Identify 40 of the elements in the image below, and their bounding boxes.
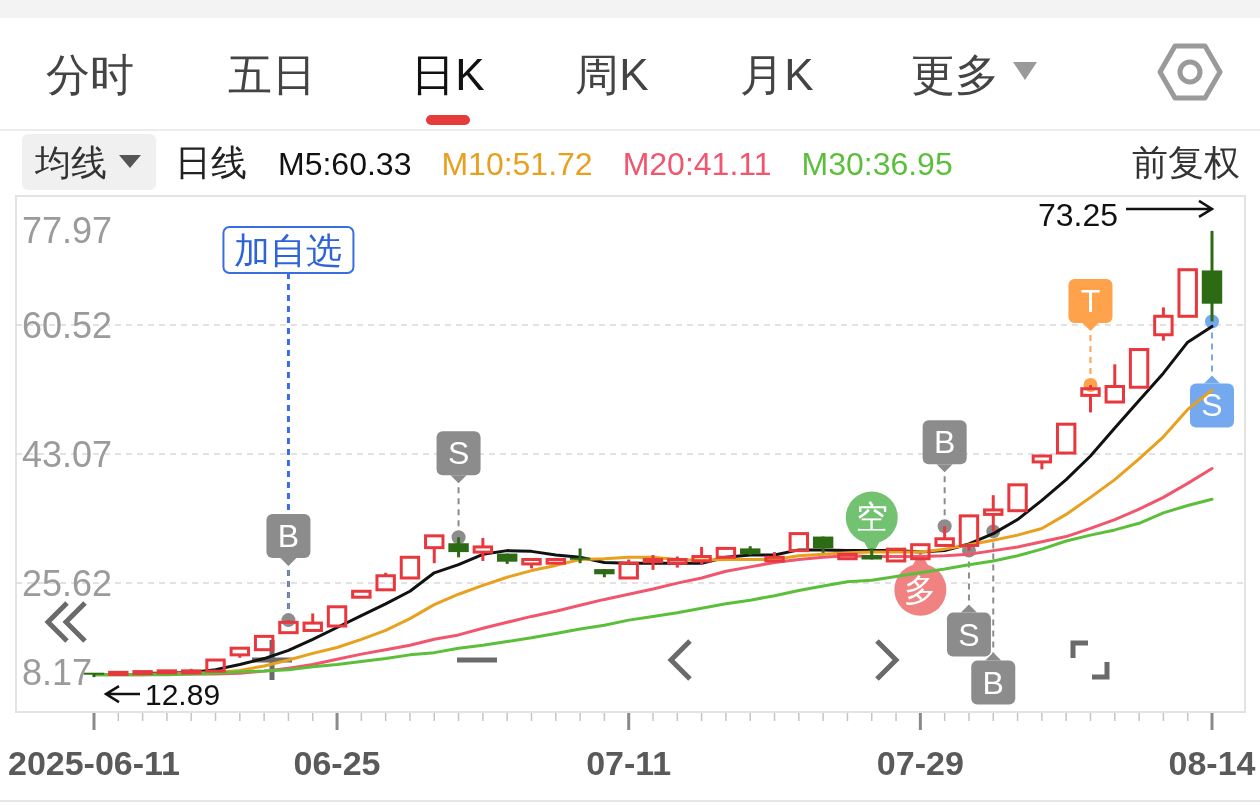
annotation: 加自选 bbox=[234, 230, 343, 271]
signal-balloon: 多 bbox=[894, 551, 947, 616]
data-label: S bbox=[1201, 387, 1223, 424]
y-tick-label: 77.97 bbox=[22, 210, 113, 251]
y-tick-label: 60.52 bbox=[22, 305, 113, 346]
tab-label: 月K bbox=[740, 50, 814, 99]
x-tick-label: 08-14 bbox=[1168, 744, 1256, 782]
signal-tag: B bbox=[266, 514, 311, 622]
data-label: B bbox=[933, 424, 956, 461]
legend-entry: M30:36.95 bbox=[801, 146, 953, 182]
extreme-label: 73.25 bbox=[1037, 196, 1118, 233]
adjust-mode-label: 前复权 bbox=[1132, 142, 1240, 183]
dropdown-button: 均线 bbox=[22, 134, 156, 190]
tab-label: 周K bbox=[575, 50, 649, 99]
x-tick-label: 07-11 bbox=[586, 744, 672, 782]
legend-title: 日线 bbox=[175, 142, 247, 183]
signal-tag: T bbox=[1068, 279, 1113, 387]
signal-tag: B bbox=[922, 420, 967, 528]
data-label: 多 bbox=[904, 571, 937, 608]
tab-label-selected: 日K bbox=[411, 50, 485, 99]
y-tick-label: 25.62 bbox=[22, 563, 113, 604]
extreme-label: 12.89 bbox=[145, 677, 221, 711]
legend-entry: M20:41.11 bbox=[622, 146, 772, 182]
y-tick-label: 8.17 bbox=[22, 652, 93, 693]
tab-label: 分时 bbox=[46, 50, 134, 99]
signal-tag: S bbox=[436, 431, 481, 539]
tab-label: 更多 bbox=[911, 50, 999, 99]
data-label: T bbox=[1080, 283, 1101, 320]
data-label: 空 bbox=[855, 499, 888, 536]
x-tick-label: 06-25 bbox=[293, 744, 381, 782]
x-tick-label: 2025-06-11 bbox=[8, 744, 180, 782]
data-label: B bbox=[982, 664, 1004, 701]
x-tick-label: 07-29 bbox=[876, 744, 964, 782]
data-label: B bbox=[277, 518, 300, 555]
y-tick-label: 43.07 bbox=[22, 434, 113, 475]
legend-entry: M10:51.72 bbox=[441, 146, 593, 182]
tab-label: 五日 bbox=[228, 50, 316, 99]
legend-entry: M5:60.33 bbox=[278, 146, 412, 182]
data-label: S bbox=[447, 435, 470, 472]
signal-tag: S bbox=[1190, 320, 1234, 428]
